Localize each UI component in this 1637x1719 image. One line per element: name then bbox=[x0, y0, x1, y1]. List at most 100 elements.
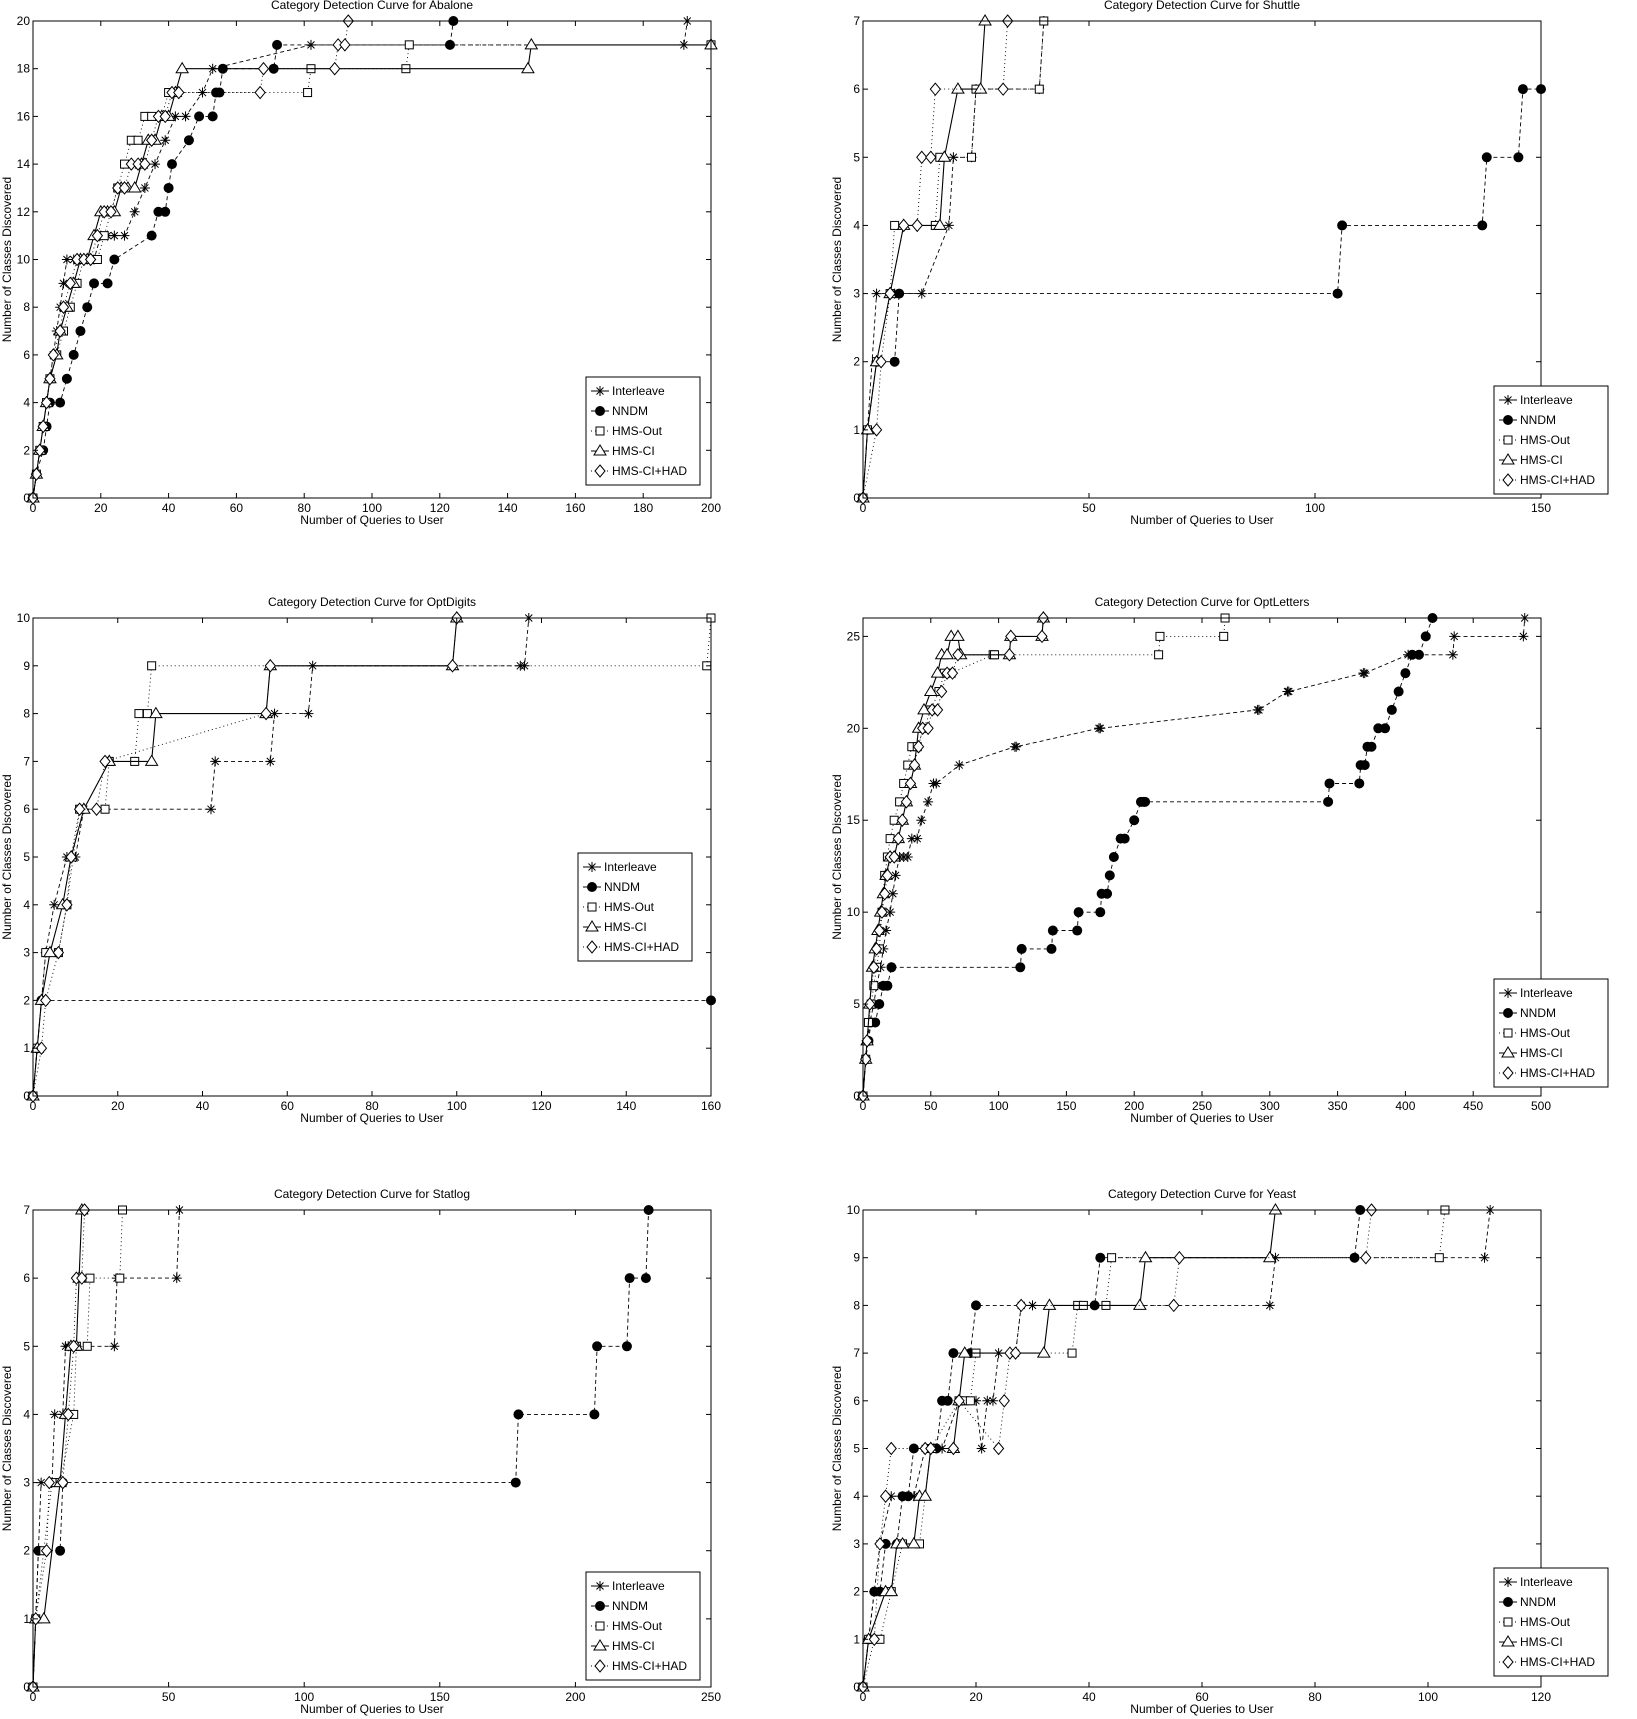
data-point-hms-ci-had bbox=[881, 868, 894, 883]
x-tick-label: 100 bbox=[294, 1690, 314, 1704]
x-tick-label: 40 bbox=[162, 501, 176, 515]
legend-label-nndm: NNDM bbox=[612, 1599, 648, 1613]
data-point-interleave bbox=[976, 1443, 987, 1454]
data-point-nndm bbox=[621, 1341, 632, 1352]
series-line-interleave bbox=[32, 1209, 180, 1688]
x-axis-label: Number of Queries to User bbox=[300, 1111, 443, 1125]
data-point-hms-ci-had bbox=[898, 218, 910, 233]
legend-box bbox=[1493, 385, 1609, 495]
data-point-hms-ci-had bbox=[40, 993, 52, 1008]
data-point-interleave bbox=[885, 907, 896, 918]
legend-label-hms-out: HMS-Out bbox=[612, 424, 663, 438]
data-point-hms-ci-had bbox=[90, 802, 103, 816]
data-point-hms-ci-had bbox=[931, 703, 944, 717]
legend-label-hms-ci-had: HMS-CI+HAD bbox=[1520, 473, 1595, 487]
x-tick-label: 60 bbox=[281, 1099, 295, 1113]
data-point-interleave bbox=[1447, 649, 1458, 660]
data-point-interleave bbox=[265, 756, 276, 767]
data-point-nndm bbox=[1140, 796, 1151, 807]
x-tick-label: 0 bbox=[30, 1099, 37, 1113]
data-point-hms-ci-had bbox=[139, 157, 151, 171]
data-point-nndm bbox=[948, 1348, 959, 1359]
data-point-hms-ci-had bbox=[1168, 1298, 1180, 1313]
y-tick-label: 4 bbox=[853, 218, 860, 232]
data-point-hms-ci bbox=[930, 666, 945, 678]
data-point-hms-ci-had bbox=[870, 423, 883, 437]
data-point-nndm bbox=[624, 1273, 635, 1284]
y-tick-label: 7 bbox=[23, 754, 30, 768]
data-point-interleave bbox=[171, 1273, 182, 1284]
x-tick-label: 160 bbox=[701, 1099, 721, 1113]
data-point-hms-ci-had bbox=[35, 1041, 48, 1055]
data-point-hms-ci-had bbox=[874, 1537, 886, 1551]
legend-label-hms-ci: HMS-CI bbox=[612, 1639, 655, 1653]
series-line-nndm bbox=[862, 88, 1541, 499]
data-point-nndm bbox=[82, 302, 93, 313]
legend-label-nndm: NNDM bbox=[1520, 1006, 1556, 1020]
data-point-hms-ci-had bbox=[992, 1441, 1005, 1456]
plot-data bbox=[26, 611, 716, 1103]
y-tick-label: 4 bbox=[23, 1407, 30, 1421]
data-point-nndm bbox=[908, 1443, 919, 1454]
data-point-interleave bbox=[908, 1491, 919, 1502]
x-tick-label: 80 bbox=[298, 501, 312, 515]
series-nndm bbox=[28, 995, 716, 1101]
data-point-hms-ci bbox=[917, 702, 931, 715]
data-point-nndm bbox=[1046, 943, 1057, 954]
y-tick-label: 2 bbox=[23, 993, 30, 1007]
y-tick-label: 20 bbox=[847, 721, 861, 735]
data-point-hms-ci-had bbox=[912, 739, 925, 754]
data-point-hms-ci-had bbox=[254, 85, 266, 100]
legend-marker-hms-out bbox=[587, 902, 597, 912]
y-tick-label: 4 bbox=[23, 396, 30, 410]
legend-marker-hms-ci-had bbox=[1502, 1655, 1514, 1669]
data-point-hms-ci-had bbox=[73, 802, 86, 816]
data-point-nndm bbox=[1380, 723, 1391, 734]
y-tick-label: 6 bbox=[853, 82, 860, 96]
series-interleave bbox=[858, 613, 1530, 1101]
legend-label-hms-out: HMS-Out bbox=[604, 900, 655, 914]
data-point-hms-ci-had bbox=[879, 886, 891, 901]
legend-box bbox=[577, 852, 693, 962]
data-point-hms-ci-had bbox=[43, 1475, 55, 1490]
data-point-hms-ci-had bbox=[953, 1394, 965, 1408]
legend-marker-hms-ci bbox=[593, 444, 607, 456]
data-point-hms-ci-had bbox=[875, 354, 887, 369]
legend-marker-hms-out bbox=[595, 1621, 605, 1631]
data-point-nndm bbox=[1413, 649, 1424, 660]
data-point-hms-ci-had bbox=[145, 133, 158, 148]
data-point-hms-ci-had bbox=[947, 1441, 960, 1456]
data-point-hms-ci-had bbox=[44, 371, 56, 386]
chart-title: Category Detection Curve for Shuttle bbox=[1104, 0, 1300, 12]
data-point-hms-ci-had bbox=[62, 1407, 74, 1422]
data-point-hms-ci-had bbox=[1036, 629, 1048, 644]
data-point-nndm bbox=[160, 206, 171, 217]
legend-label-interleave: Interleave bbox=[1520, 393, 1573, 407]
plot-data bbox=[856, 14, 1546, 505]
data-point-nndm bbox=[1393, 686, 1404, 697]
legend-label-hms-ci: HMS-CI bbox=[604, 920, 647, 934]
x-tick-label: 140 bbox=[616, 1099, 636, 1113]
series-line-hms-ci-had bbox=[32, 617, 458, 1097]
data-point-hms-ci-had bbox=[879, 1489, 892, 1503]
y-tick-label: 0 bbox=[853, 1680, 860, 1694]
legend-label-nndm: NNDM bbox=[604, 880, 640, 894]
legend-label-nndm: NNDM bbox=[1520, 1595, 1556, 1609]
series-line-interleave bbox=[862, 617, 1526, 1097]
y-axis-label: Number of Classes Discovered bbox=[830, 774, 844, 939]
data-point-nndm bbox=[971, 1300, 981, 1311]
x-tick-label: 250 bbox=[701, 1690, 721, 1704]
data-point-nndm bbox=[1104, 870, 1115, 881]
x-tick-label: 100 bbox=[362, 501, 382, 515]
series-line-nndm bbox=[32, 1209, 650, 1688]
legend: Interleave NNDM HMS-Out HMS-CI HMS-CI+HAD bbox=[1493, 1567, 1609, 1677]
data-point-nndm bbox=[55, 397, 66, 408]
y-axis-label: Number of Classes Discovered bbox=[830, 177, 844, 342]
data-point-hms-out bbox=[142, 709, 152, 719]
data-point-hms-out bbox=[303, 88, 313, 98]
data-point-hms-ci-had bbox=[864, 997, 876, 1011]
data-point-hms-out bbox=[404, 40, 414, 50]
data-point-nndm bbox=[272, 39, 283, 50]
